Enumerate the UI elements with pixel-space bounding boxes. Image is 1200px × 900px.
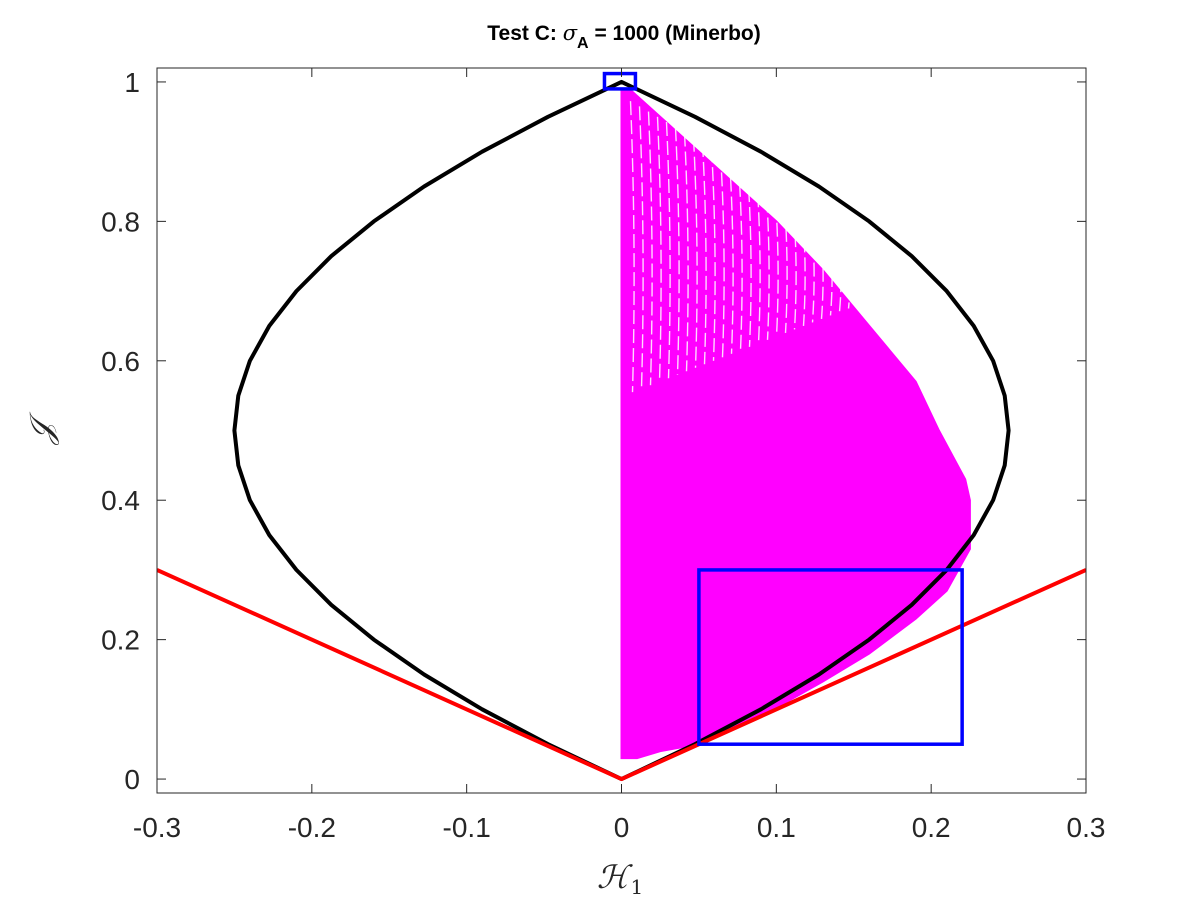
title-prefix: Test C: <box>487 22 562 45</box>
title-sigma-symbol: σ <box>563 21 578 45</box>
title-subscript: A <box>577 35 589 52</box>
x-axis-label-subscript: 1 <box>630 875 643 899</box>
plot-content <box>157 71 1086 782</box>
x-axis-label-main: ℋ <box>597 858 633 896</box>
y-tick-label: 0 <box>124 764 140 795</box>
realizability-boundary-curve <box>232 79 1011 781</box>
x-tick-label: -0.1 <box>443 812 491 843</box>
y-axis-label: 𝒥 <box>22 411 60 446</box>
y-tick-label: 0.6 <box>101 346 140 377</box>
title-suffix: = 1000 (Minerbo) <box>589 22 761 45</box>
y-tick-label: 0.8 <box>101 206 140 237</box>
red-line-curve <box>157 568 1086 782</box>
x-tick-label: -0.3 <box>133 812 181 843</box>
chart-title: Test C: σA = 1000 (Minerbo) <box>487 21 761 52</box>
zoom-rectangle-1 <box>697 568 964 746</box>
x-tick-label: 0.2 <box>912 812 951 843</box>
ticks-layer: -0.3 -0.2 -0.1 0 0.1 0.2 0.3 0 0.2 0.4 0.6 0.8 1 <box>101 67 1105 843</box>
data-layer <box>157 71 1086 782</box>
x-tick-label: 0.3 <box>1067 812 1106 843</box>
y-tick-label: 0.4 <box>101 485 140 516</box>
x-tick-label: -0.2 <box>288 812 336 843</box>
zoom-rectangle-2 <box>602 71 638 91</box>
x-tick-label: 0.1 <box>757 812 796 843</box>
data-streak-gaps <box>629 101 977 393</box>
x-tick-label: 0 <box>614 812 630 843</box>
y-tick-label: 0.2 <box>101 625 140 656</box>
y-tick-label: 1 <box>124 67 140 98</box>
